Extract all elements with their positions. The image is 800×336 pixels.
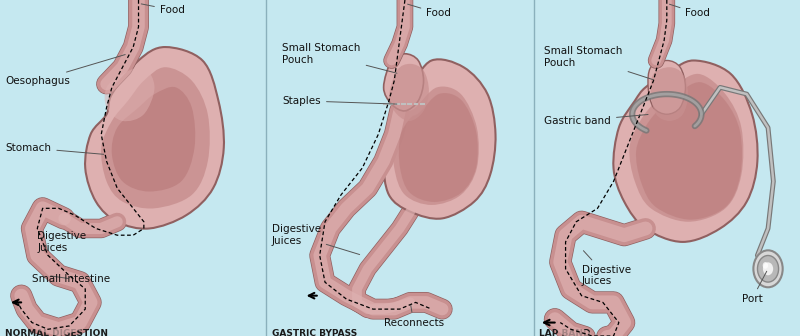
PathPatch shape — [399, 93, 478, 202]
PathPatch shape — [101, 67, 210, 209]
Text: Food: Food — [407, 4, 451, 18]
PathPatch shape — [384, 59, 495, 219]
PathPatch shape — [384, 54, 423, 111]
Text: Port: Port — [742, 271, 766, 304]
Text: Small Intestine: Small Intestine — [32, 274, 110, 284]
Text: Food: Food — [142, 4, 185, 15]
Text: Food: Food — [670, 4, 710, 18]
Text: Small Stomach
Pouch: Small Stomach Pouch — [282, 43, 397, 73]
Text: Small Stomach
Pouch: Small Stomach Pouch — [544, 46, 654, 80]
Text: Gastric band: Gastric band — [544, 115, 648, 126]
PathPatch shape — [614, 60, 758, 242]
PathPatch shape — [393, 87, 479, 205]
Circle shape — [754, 250, 782, 287]
PathPatch shape — [648, 60, 686, 114]
PathPatch shape — [636, 82, 742, 220]
PathPatch shape — [650, 67, 688, 121]
PathPatch shape — [112, 87, 195, 192]
Text: LAP BAND: LAP BAND — [539, 329, 590, 336]
PathPatch shape — [389, 64, 429, 121]
Text: Stomach: Stomach — [6, 143, 104, 154]
Text: Reconnects: Reconnects — [384, 305, 444, 328]
Text: NORMAL DIGESTION: NORMAL DIGESTION — [6, 329, 108, 336]
Text: Staples: Staples — [282, 96, 397, 106]
PathPatch shape — [105, 67, 154, 121]
Text: Digestive
Juices: Digestive Juices — [582, 251, 630, 286]
PathPatch shape — [85, 47, 224, 229]
Text: Oesophagus: Oesophagus — [6, 54, 126, 86]
Circle shape — [763, 262, 773, 275]
Circle shape — [758, 255, 778, 282]
Text: Digestive
Juices: Digestive Juices — [272, 224, 360, 255]
Circle shape — [762, 262, 768, 269]
Text: Digestive
Juices: Digestive Juices — [38, 231, 86, 253]
PathPatch shape — [630, 74, 743, 222]
Text: GASTRIC BYPASS: GASTRIC BYPASS — [272, 329, 357, 336]
